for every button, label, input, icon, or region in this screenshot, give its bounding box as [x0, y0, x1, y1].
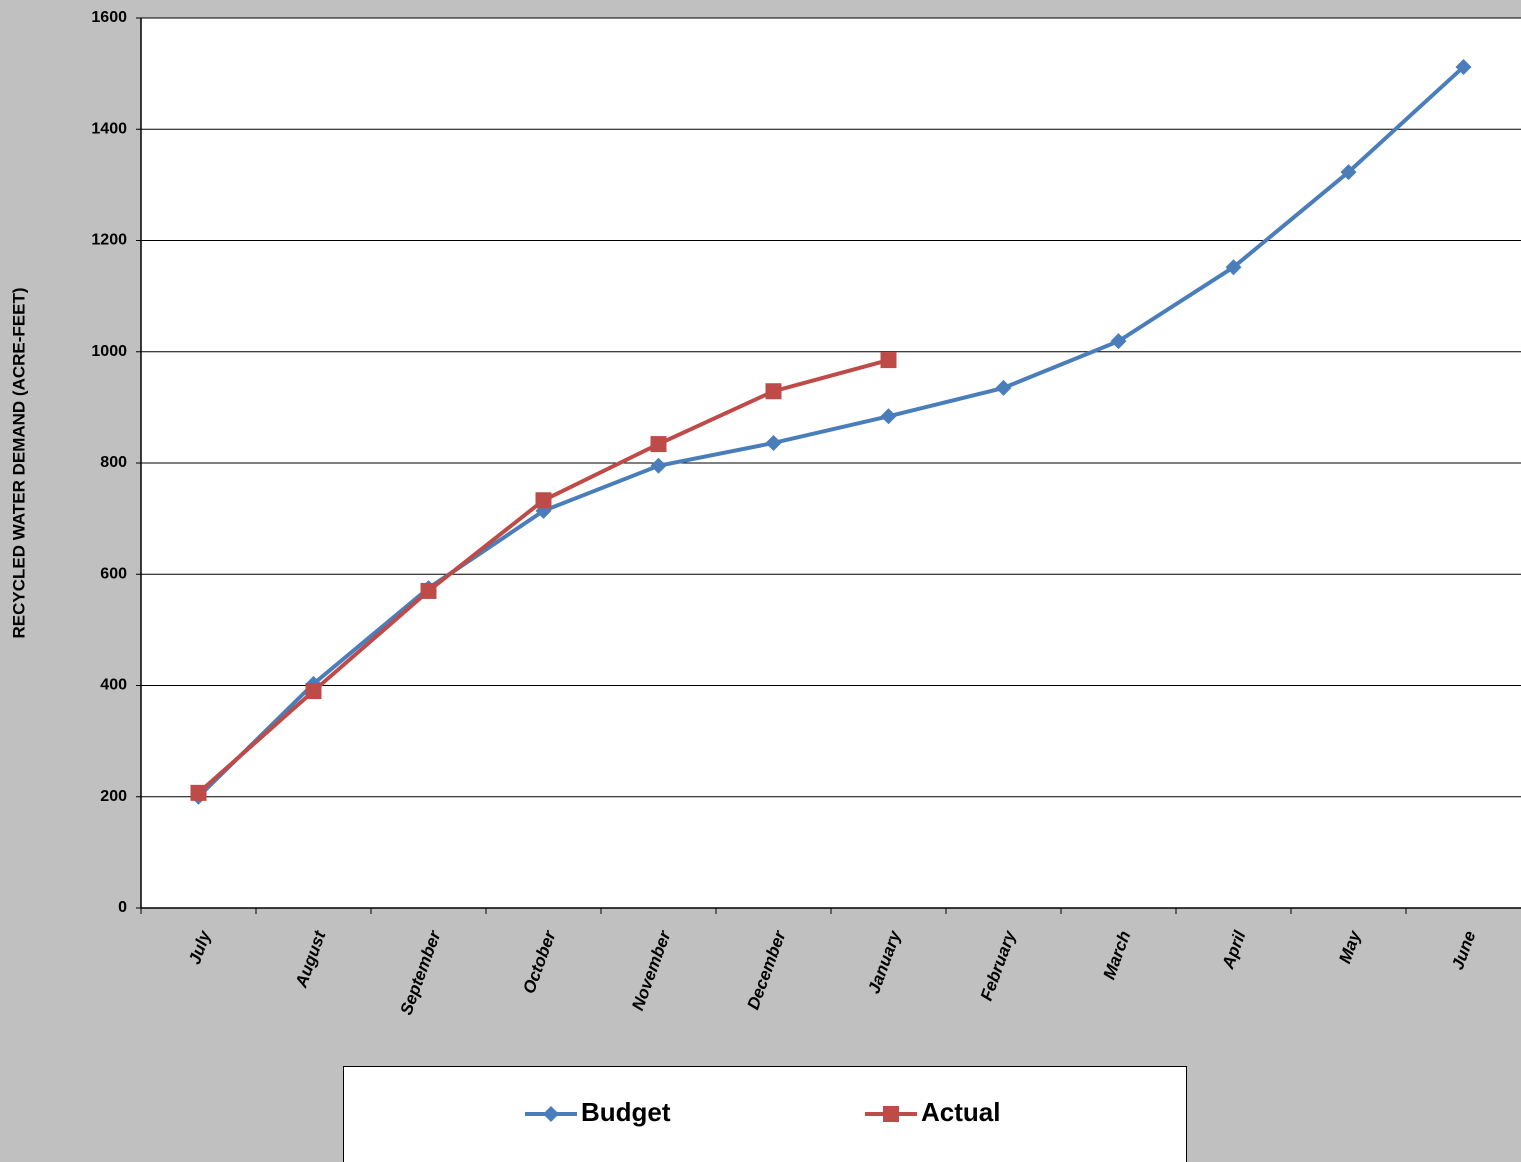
y-tick-label: 600: [100, 565, 127, 582]
data-point: [1340, 164, 1357, 181]
y-tick-label: 1400: [91, 120, 127, 137]
data-point: [1225, 259, 1242, 276]
data-point: [305, 683, 322, 700]
data-point: [535, 492, 552, 509]
y-tick-label: 400: [100, 677, 127, 694]
legend-label: Actual: [921, 1097, 1000, 1127]
data-point: [995, 379, 1012, 396]
data-point: [1455, 58, 1472, 75]
y-tick-label: 0: [118, 899, 127, 916]
data-point: [765, 434, 782, 451]
y-tick-label: 1000: [91, 343, 127, 360]
series-line: [197, 65, 1465, 799]
legend-box: [343, 1066, 1187, 1162]
data-point: [880, 408, 897, 425]
legend-label: Budget: [581, 1097, 671, 1127]
data-point: [420, 582, 437, 599]
data-point: [1110, 333, 1127, 350]
data-point: [650, 457, 667, 474]
data-point: [880, 352, 897, 369]
y-tick-label: 800: [100, 454, 127, 471]
data-point: [765, 383, 782, 400]
data-point: [650, 436, 667, 453]
y-tick-label: 200: [100, 788, 127, 805]
y-tick-label: 1600: [91, 9, 127, 26]
y-axis-label: RECYCLED WATER DEMAND (ACRE-FEET): [9, 287, 28, 638]
legend-marker: [883, 1106, 899, 1122]
y-tick-label: 1200: [91, 232, 127, 249]
legend-marker: [543, 1106, 559, 1122]
data-point: [190, 784, 207, 801]
